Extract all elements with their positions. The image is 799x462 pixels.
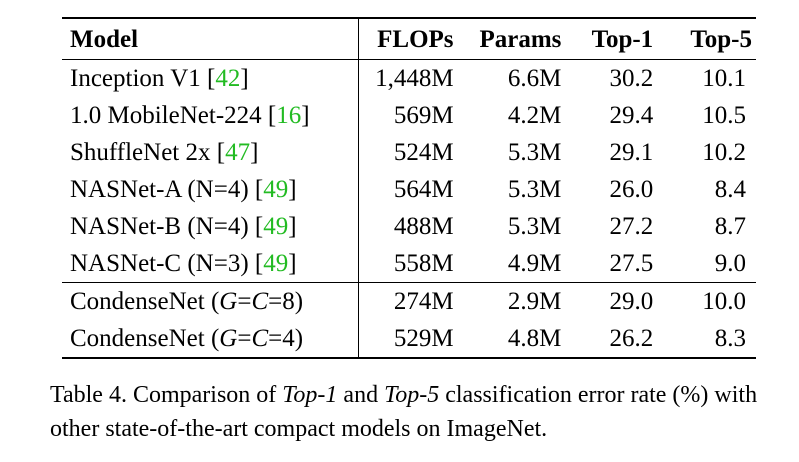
- top1-cell: 26.0: [609, 176, 654, 203]
- header-model: Model: [62, 18, 359, 60]
- top1-cell: 27.5: [609, 250, 654, 277]
- model-name: CondenseNet: [70, 325, 205, 352]
- params-cell: 4.9M: [507, 250, 562, 277]
- top5-cell: 8.3: [714, 325, 746, 352]
- table-row: 1.0 MobileNet-224 [16] 569M 4.2M 29.4 10…: [62, 97, 756, 134]
- model-cell: NASNet-C (N=3) [49]: [62, 245, 359, 283]
- flops-cell: 488M: [393, 213, 454, 240]
- flops-cell: 569M: [393, 102, 454, 129]
- model-name: CondenseNet: [70, 288, 205, 315]
- caption-term-top5: Top-5: [384, 382, 440, 408]
- model-name: ShuffleNet 2x: [70, 139, 211, 166]
- citation-link[interactable]: 49: [263, 176, 289, 203]
- model-cell: NASNet-A (N=4) [49]: [62, 171, 359, 208]
- model-cell: CondenseNet (G=C=4): [62, 320, 359, 358]
- flops-cell: 274M: [393, 288, 454, 315]
- params-cell: 6.6M: [507, 65, 562, 92]
- top5-cell: 10.0: [702, 288, 746, 315]
- comparison-table-container: Model FLOPs Params Top-1 Top-5 Inception…: [62, 17, 756, 359]
- header-params: Params: [479, 25, 562, 53]
- table-caption: Table 4. Comparison of Top-1 and Top-5 c…: [50, 378, 780, 446]
- top1-cell: 26.2: [609, 325, 654, 352]
- condensenet-rows: CondenseNet (G=C=8) 274M 2.9M 29.0 10.0 …: [62, 282, 756, 358]
- top5-cell: 8.7: [714, 213, 746, 240]
- model-cell: 1.0 MobileNet-224 [16]: [62, 97, 359, 134]
- flops-cell: 1,448M: [375, 65, 454, 92]
- top5-cell: 10.2: [702, 139, 746, 166]
- config-value: 8: [282, 288, 295, 315]
- model-name: NASNet-B (N=4): [70, 213, 249, 240]
- math-symbol-c: C: [251, 288, 269, 315]
- top5-cell: 10.1: [702, 65, 746, 92]
- caption-prefix: Table 4. Comparison of: [50, 382, 283, 408]
- caption-suffix: classification error rate (%) with other…: [50, 382, 758, 442]
- model-cell: Inception V1 [42]: [62, 59, 359, 97]
- citation-link[interactable]: 47: [225, 139, 251, 166]
- flops-cell: 524M: [393, 139, 454, 166]
- table-row: CondenseNet (G=C=4) 529M 4.8M 26.2 8.3: [62, 320, 756, 358]
- params-cell: 4.2M: [507, 102, 562, 129]
- citation-link[interactable]: 49: [263, 213, 289, 240]
- math-symbol-c: C: [251, 325, 269, 352]
- table-row: NASNet-A (N=4) [49] 564M 5.3M 26.0 8.4: [62, 171, 756, 208]
- caption-term-top1: Top-1: [282, 382, 338, 408]
- comparison-table: Model FLOPs Params Top-1 Top-5 Inception…: [62, 17, 756, 359]
- top1-cell: 30.2: [609, 65, 654, 92]
- params-cell: 5.3M: [507, 139, 562, 166]
- model-name: NASNet-C (N=3): [70, 250, 249, 277]
- table-row: NASNet-C (N=3) [49] 558M 4.9M 27.5 9.0: [62, 245, 756, 283]
- header-flops: FLOPs: [377, 25, 454, 53]
- header-top1: Top-1: [591, 25, 654, 53]
- flops-cell: 529M: [393, 325, 454, 352]
- params-cell: 5.3M: [507, 213, 562, 240]
- config-value: 4: [282, 325, 295, 352]
- math-symbol-g: G: [219, 288, 238, 315]
- top5-cell: 9.0: [714, 250, 746, 277]
- params-cell: 5.3M: [507, 176, 562, 203]
- model-name: Inception V1: [70, 65, 201, 92]
- top5-cell: 10.5: [702, 102, 746, 129]
- model-cell: CondenseNet (G=C=8): [62, 282, 359, 320]
- params-cell: 2.9M: [507, 288, 562, 315]
- flops-cell: 558M: [393, 250, 454, 277]
- table-row: Inception V1 [42] 1,448M 6.6M 30.2 10.1: [62, 59, 756, 97]
- table-row: CondenseNet (G=C=8) 274M 2.9M 29.0 10.0: [62, 282, 756, 320]
- citation-link[interactable]: 16: [276, 102, 302, 129]
- top1-cell: 27.2: [609, 213, 654, 240]
- top1-cell: 29.1: [609, 139, 654, 166]
- citation-link[interactable]: 42: [215, 65, 241, 92]
- top1-cell: 29.0: [609, 288, 654, 315]
- model-cell: NASNet-B (N=4) [49]: [62, 208, 359, 245]
- model-name: 1.0 MobileNet-224: [70, 102, 262, 129]
- top5-cell: 8.4: [714, 176, 746, 203]
- model-name: NASNet-A (N=4): [70, 176, 249, 203]
- table-row: ShuffleNet 2x [47] 524M 5.3M 29.1 10.2: [62, 134, 756, 171]
- top1-cell: 29.4: [609, 102, 654, 129]
- flops-cell: 564M: [393, 176, 454, 203]
- math-symbol-g: G: [219, 325, 238, 352]
- caption-middle: and: [337, 382, 385, 408]
- citation-link[interactable]: 49: [263, 250, 289, 277]
- header-top5: Top-5: [690, 25, 752, 53]
- baseline-rows: Inception V1 [42] 1,448M 6.6M 30.2 10.1 …: [62, 59, 756, 283]
- table-row: NASNet-B (N=4) [49] 488M 5.3M 27.2 8.7: [62, 208, 756, 245]
- table-header-row: Model FLOPs Params Top-1 Top-5: [62, 18, 756, 60]
- params-cell: 4.8M: [507, 325, 562, 352]
- model-cell: ShuffleNet 2x [47]: [62, 134, 359, 171]
